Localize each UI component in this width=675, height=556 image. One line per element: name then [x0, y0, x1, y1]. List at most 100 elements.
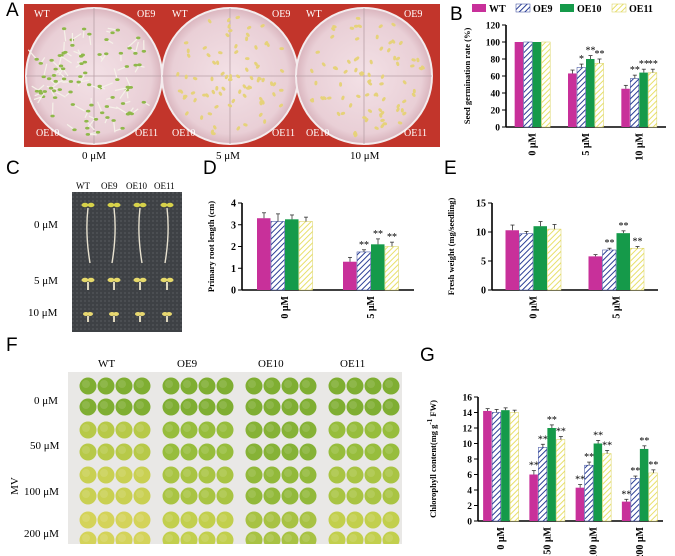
- leaf-disc-highlight: [201, 514, 209, 522]
- leaf-disc-highlight: [201, 424, 209, 432]
- seed: [214, 105, 219, 109]
- seed: [254, 61, 258, 66]
- seed: [388, 40, 393, 45]
- leaf-disc: [216, 466, 234, 484]
- leaf-disc-highlight: [136, 469, 144, 477]
- significance-mark: **: [593, 430, 603, 441]
- leaf-disc-highlight: [367, 424, 375, 432]
- seedling-cotyledon: [42, 90, 48, 93]
- seed: [310, 68, 314, 74]
- leaf-disc-highlight: [266, 380, 274, 388]
- seedling-cotyledon: [58, 64, 64, 68]
- seed: [343, 69, 348, 74]
- bar-wt: [588, 256, 602, 290]
- f-row-200: 200 μM: [24, 528, 59, 540]
- seed: [398, 41, 403, 46]
- y-tick-label: 5: [481, 257, 486, 268]
- bar-oe10: [639, 448, 649, 521]
- seed: [418, 66, 424, 71]
- seedling-root: [113, 120, 116, 133]
- seedling-cotyledon: [34, 57, 39, 61]
- seed: [227, 103, 233, 108]
- seed: [279, 47, 284, 51]
- seed: [234, 50, 239, 54]
- leaf-disc-highlight: [201, 401, 209, 409]
- seedling-root: [125, 76, 132, 88]
- seedling-root: [63, 28, 67, 42]
- seed: [387, 48, 391, 53]
- seedling-cotyledon: [57, 54, 62, 57]
- leaf-disc: [115, 398, 133, 416]
- leaf-disc-highlight: [302, 490, 310, 498]
- leaf-disc: [281, 421, 299, 439]
- bar-oe9: [519, 233, 534, 291]
- seed: [272, 82, 277, 87]
- seed: [382, 97, 386, 102]
- seedling-root: [86, 207, 91, 264]
- seed: [336, 111, 341, 117]
- leaf-disc: [299, 466, 317, 484]
- c-row-5: 5 μM: [34, 275, 58, 287]
- leaf-disc-highlight: [100, 514, 108, 522]
- leaf-disc: [115, 511, 133, 529]
- seed: [341, 95, 345, 101]
- leaf-disc: [263, 466, 281, 484]
- leaf-disc-highlight: [201, 380, 209, 388]
- leaf-disc: [79, 511, 97, 529]
- leaf-disc-highlight: [100, 446, 108, 454]
- seedling-cotyledon: [93, 117, 99, 121]
- leaf-disc-highlight: [248, 490, 256, 498]
- seed: [367, 72, 371, 78]
- seed: [364, 118, 369, 123]
- bar-oe10: [593, 443, 603, 521]
- leaf-disc-highlight: [248, 534, 256, 542]
- leaf-disc-highlight: [331, 424, 339, 432]
- seed: [254, 45, 258, 50]
- legend-swatch-oe9: [515, 3, 531, 13]
- seedling-cotyledon: [124, 65, 130, 68]
- seed: [396, 104, 400, 109]
- y-tick-label: 80: [491, 56, 501, 66]
- leaf-disc-highlight: [302, 514, 310, 522]
- significance-mark: **: [619, 221, 629, 232]
- x-tick-label: 5 μM: [612, 295, 623, 318]
- leaf-disc: [133, 511, 151, 529]
- seed: [207, 112, 213, 116]
- seedling-cotyledon: [97, 53, 102, 56]
- leaf-disc-highlight: [118, 490, 126, 498]
- seed: [235, 74, 241, 79]
- seed: [353, 132, 357, 138]
- seedling-cotyledon: [95, 130, 101, 134]
- leaf-disc: [245, 466, 263, 484]
- panel-c-photo: [72, 192, 182, 332]
- seedling-cotyledon: [107, 277, 115, 283]
- c-genotype-oe11: OE11: [154, 181, 175, 191]
- leaf-disc: [328, 377, 346, 395]
- leaf-disc: [162, 443, 180, 461]
- seed: [236, 126, 241, 131]
- seedling-cotyledon: [85, 126, 90, 130]
- leaf-disc: [263, 487, 281, 505]
- leaf-disc-highlight: [165, 380, 173, 388]
- leaf-disc: [328, 443, 346, 461]
- leaf-disc-highlight: [183, 446, 191, 454]
- leaf-disc: [299, 443, 317, 461]
- leaf-disc-highlight: [385, 534, 393, 542]
- seedling-cotyledon: [139, 312, 145, 316]
- seed: [218, 51, 223, 55]
- seed: [380, 74, 385, 79]
- seed: [246, 25, 252, 30]
- leaf-disc-highlight: [302, 380, 310, 388]
- plate1-oe11-label: OE11: [135, 128, 158, 139]
- leaf-disc-highlight: [367, 534, 375, 542]
- bar-oe11: [602, 453, 612, 522]
- seed: [354, 37, 360, 41]
- y-tick-label: 3: [231, 220, 236, 231]
- leaf-disc-highlight: [165, 514, 173, 522]
- y-tick-label: 0: [481, 286, 486, 297]
- leaf-disc: [133, 377, 151, 395]
- leaf-disc-highlight: [349, 380, 357, 388]
- seed: [348, 103, 353, 108]
- seedling-root: [96, 101, 103, 113]
- leaf-disc: [281, 511, 299, 529]
